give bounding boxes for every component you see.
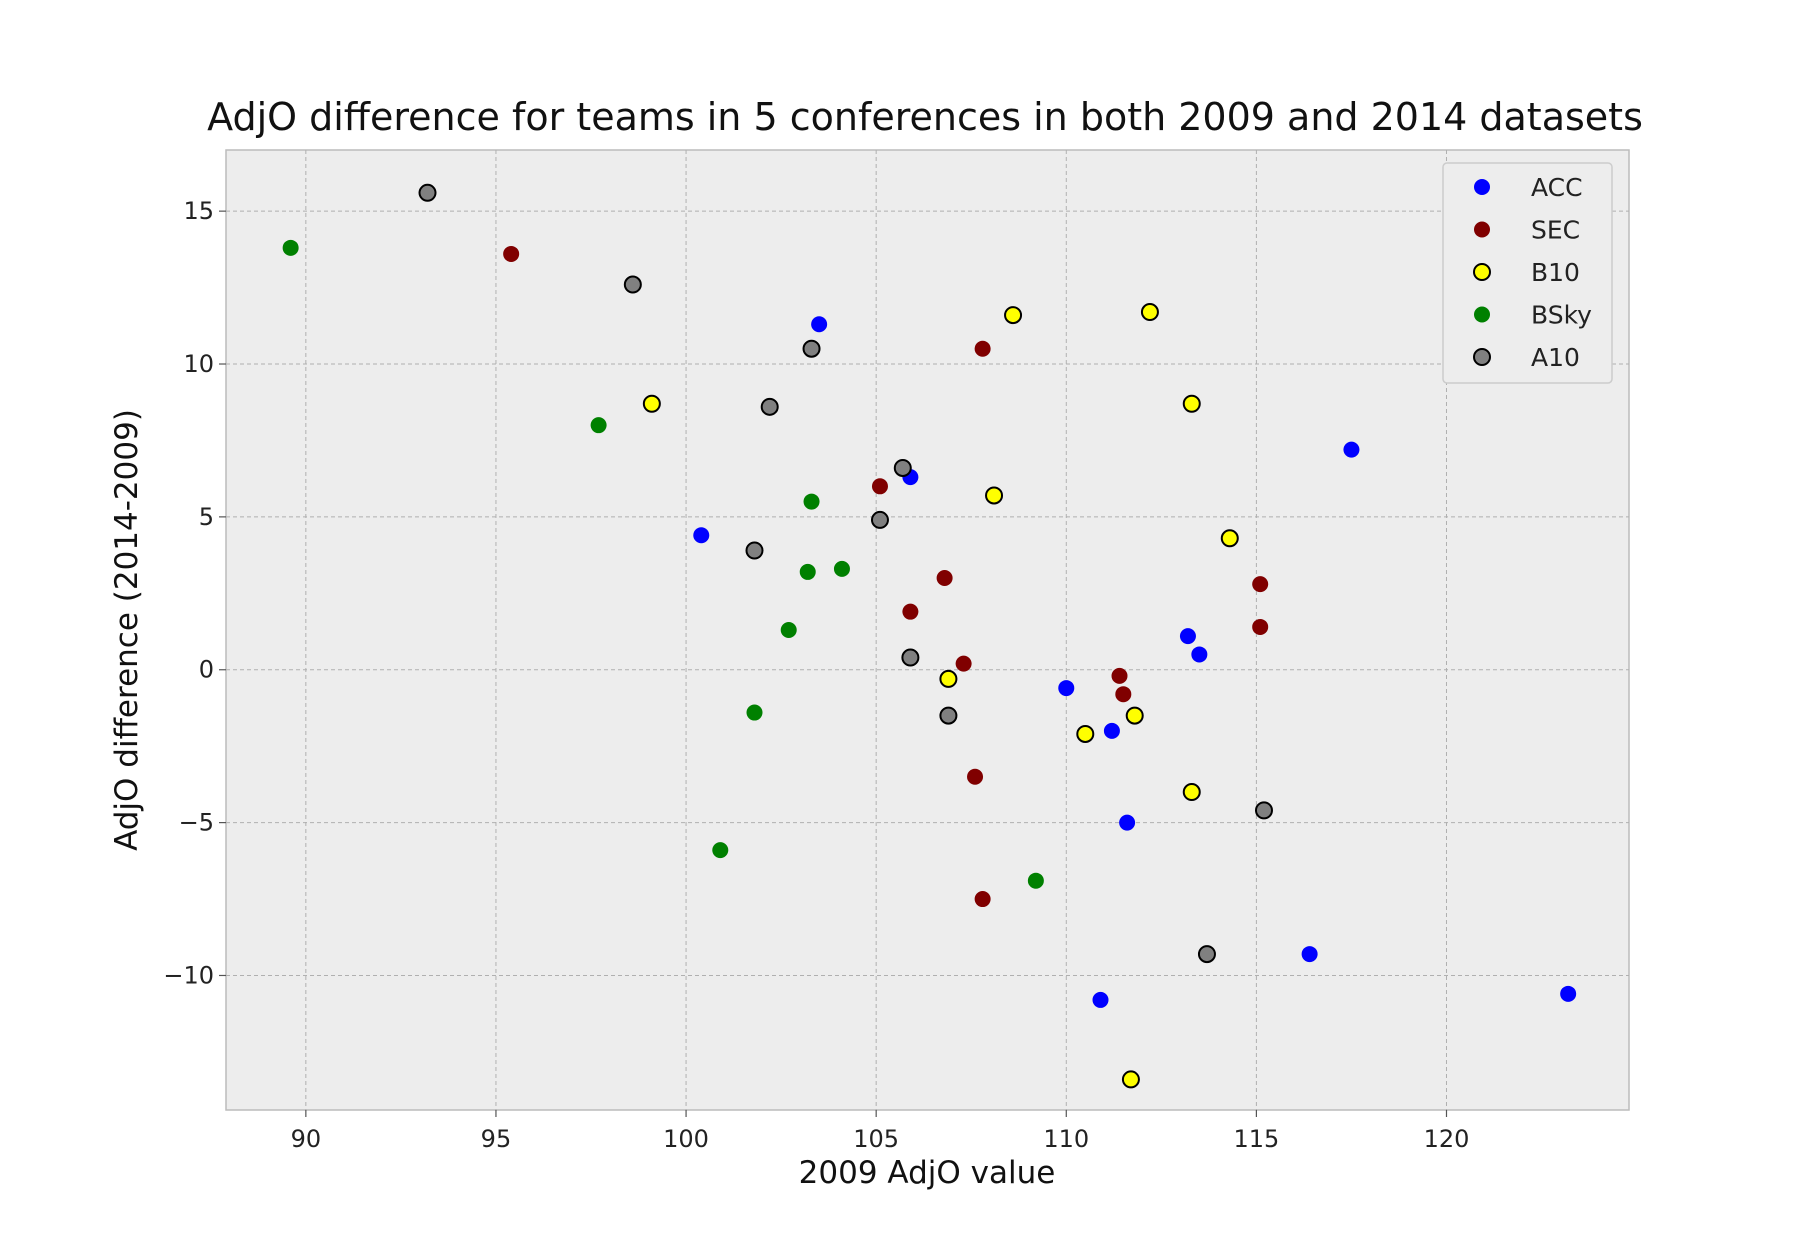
- point-acc: [1560, 985, 1577, 1002]
- plot-area: [225, 149, 1630, 1111]
- point-b10: [1121, 1070, 1140, 1089]
- point-acc: [1119, 814, 1136, 831]
- point-b10: [1076, 724, 1095, 743]
- point-b10: [1140, 303, 1159, 322]
- legend-box: [1442, 162, 1613, 384]
- legend-marker-a10: [1473, 348, 1491, 366]
- y-tick-label: −5: [179, 809, 214, 837]
- point-b10: [1182, 394, 1201, 413]
- legend: ACC SEC B10 BSky A10: [1442, 162, 1613, 384]
- y-axis-title: AdjO difference (2014-2009): [109, 409, 145, 851]
- data-points: [282, 183, 1577, 1089]
- point-a10: [893, 458, 912, 477]
- legend-marker-b10: [1473, 263, 1491, 281]
- point-acc: [1179, 628, 1196, 645]
- legend-label-sec: SEC: [1531, 216, 1580, 245]
- y-tick-label: 10: [183, 350, 214, 378]
- point-sec: [967, 768, 984, 785]
- series-bsky: [282, 239, 1044, 889]
- point-acc: [1191, 646, 1208, 663]
- point-sec: [503, 245, 520, 262]
- point-bsky: [746, 704, 763, 721]
- tick-labels: 90 95 100 105 110 115 120 −10 −5 0 5 10 15: [163, 197, 1469, 1153]
- point-bsky: [833, 560, 850, 577]
- point-sec: [936, 570, 953, 587]
- legend-marker-sec: [1474, 221, 1490, 238]
- point-sec: [902, 603, 919, 620]
- x-tick-label: 105: [853, 1125, 899, 1153]
- point-acc: [1301, 946, 1318, 963]
- legend-label-acc: ACC: [1531, 173, 1583, 202]
- point-acc: [1343, 441, 1360, 458]
- point-sec: [974, 891, 991, 908]
- series-acc: [693, 316, 1577, 1008]
- chart-title: AdjO difference for teams in 5 conferenc…: [207, 95, 1643, 139]
- point-a10: [901, 648, 920, 667]
- point-sec: [1252, 618, 1269, 635]
- point-a10: [870, 510, 889, 529]
- point-bsky: [712, 842, 729, 859]
- legend-label-a10: A10: [1531, 343, 1580, 372]
- x-tick-label: 90: [291, 1125, 322, 1153]
- point-acc: [693, 527, 710, 544]
- series-a10: [418, 183, 1273, 964]
- point-bsky: [799, 563, 816, 580]
- point-a10: [623, 275, 642, 294]
- point-a10: [1197, 945, 1216, 964]
- point-a10: [1254, 801, 1273, 820]
- point-sec: [871, 478, 888, 495]
- legend-marker-bsky: [1474, 306, 1490, 323]
- point-sec: [974, 340, 991, 357]
- point-b10: [642, 394, 661, 413]
- point-b10: [1004, 306, 1023, 325]
- x-tick-label: 100: [663, 1125, 709, 1153]
- point-sec: [1115, 686, 1132, 703]
- point-bsky: [282, 239, 299, 256]
- point-b10: [1220, 529, 1239, 548]
- legend-label-bsky: BSky: [1531, 301, 1592, 330]
- point-a10: [802, 339, 821, 358]
- y-tick-label: 0: [199, 656, 214, 684]
- x-tick-label: 115: [1233, 1125, 1279, 1153]
- series-b10: [642, 303, 1239, 1089]
- legend-label-b10: B10: [1531, 258, 1580, 287]
- x-tick-label: 110: [1043, 1125, 1089, 1153]
- legend-marker-acc: [1474, 179, 1490, 195]
- point-bsky: [1027, 872, 1044, 889]
- point-sec: [1111, 667, 1128, 684]
- x-tick-label: 95: [481, 1125, 512, 1153]
- point-a10: [418, 183, 437, 202]
- point-bsky: [780, 622, 797, 638]
- x-tick-label: 120: [1424, 1125, 1470, 1153]
- point-acc: [1058, 680, 1075, 697]
- point-bsky: [803, 493, 820, 510]
- point-acc: [1092, 991, 1109, 1008]
- point-b10: [985, 486, 1004, 505]
- y-tick-label: −10: [163, 961, 214, 989]
- point-sec: [1252, 576, 1269, 593]
- point-acc: [811, 316, 828, 333]
- series-sec: [503, 245, 1269, 908]
- point-acc: [1103, 722, 1120, 739]
- y-tick-label: 5: [199, 503, 214, 531]
- point-bsky: [590, 417, 607, 434]
- point-b10: [1182, 783, 1201, 802]
- y-tick-label: 15: [183, 197, 214, 225]
- point-b10: [939, 669, 958, 688]
- x-axis-title: 2009 AdjO value: [799, 1155, 1056, 1191]
- grid-lines: [226, 150, 1629, 1110]
- point-a10: [745, 541, 764, 560]
- point-a10: [939, 706, 958, 725]
- point-a10: [760, 397, 779, 416]
- point-sec: [955, 655, 972, 672]
- point-b10: [1125, 706, 1144, 725]
